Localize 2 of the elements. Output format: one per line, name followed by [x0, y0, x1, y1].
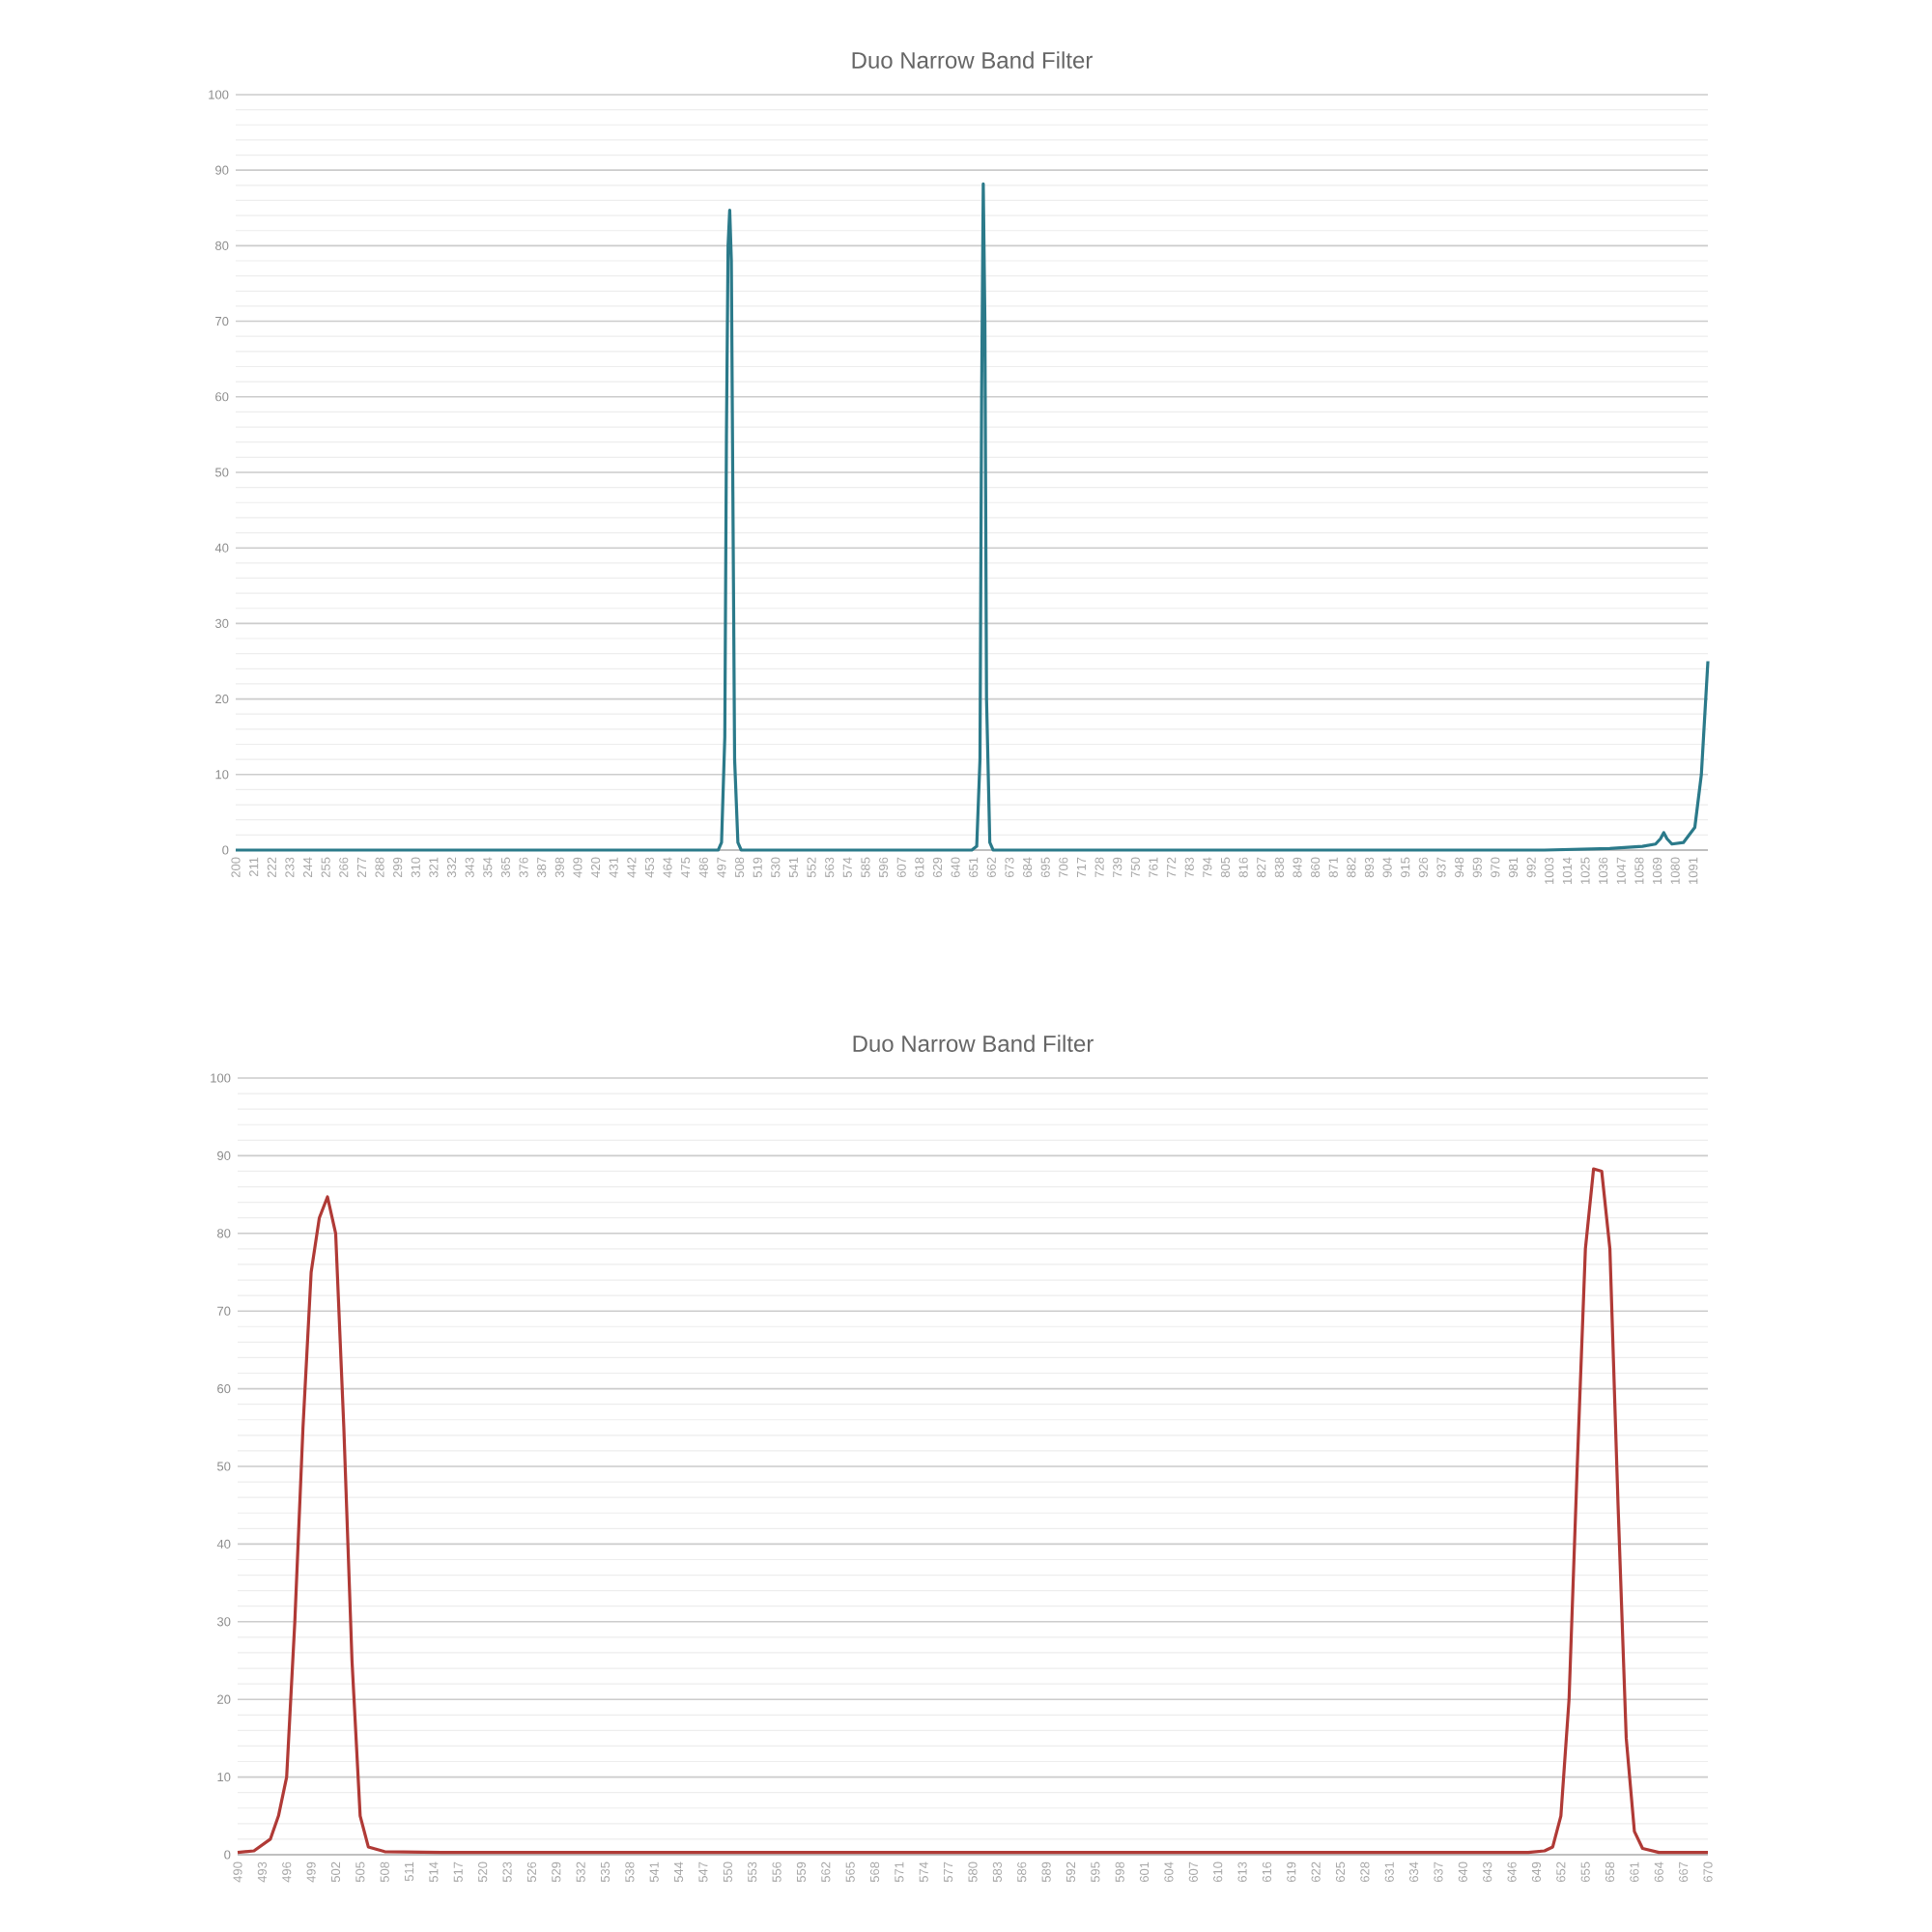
chart-title: Duo Narrow Band Filter — [853, 1035, 1094, 1052]
chart-title: Duo Narrow Band Filter — [852, 51, 1093, 69]
